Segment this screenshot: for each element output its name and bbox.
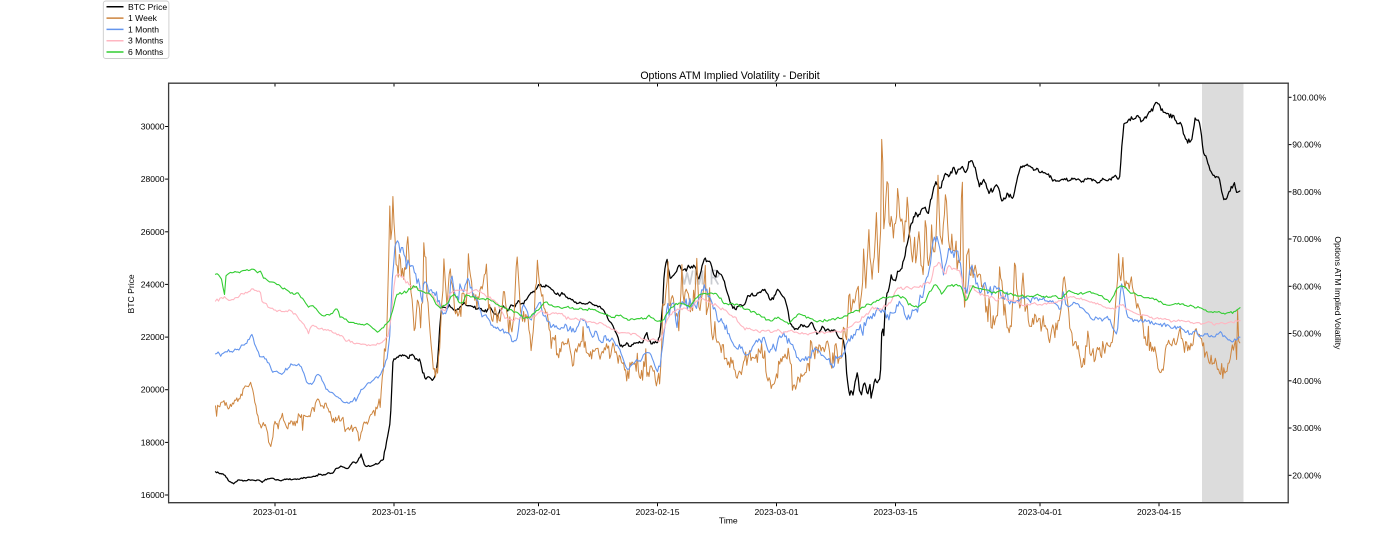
svg-text:24000: 24000 [141, 279, 165, 289]
svg-text:2023-02-01: 2023-02-01 [517, 507, 561, 517]
svg-text:2023-03-15: 2023-03-15 [874, 507, 918, 517]
svg-text:6 Months: 6 Months [128, 47, 163, 57]
svg-text:50.00%: 50.00% [1292, 329, 1322, 339]
svg-text:BTC Price: BTC Price [128, 2, 167, 12]
svg-text:1 Week: 1 Week [128, 13, 158, 23]
svg-text:2023-04-15: 2023-04-15 [1137, 507, 1181, 517]
svg-text:40.00%: 40.00% [1292, 376, 1322, 386]
svg-text:Options ATM Implied Volatility: Options ATM Implied Volatility - Deribit [640, 70, 819, 82]
svg-text:20000: 20000 [141, 385, 165, 395]
svg-text:Time: Time [719, 516, 738, 526]
svg-text:Options ATM Implied Volatility: Options ATM Implied Volatility [1333, 236, 1343, 350]
svg-text:1 Month: 1 Month [128, 24, 159, 34]
svg-text:100.00%: 100.00% [1292, 92, 1326, 102]
svg-text:90.00%: 90.00% [1292, 140, 1322, 150]
svg-text:2023-02-15: 2023-02-15 [636, 507, 680, 517]
svg-text:BTC Price: BTC Price [126, 274, 136, 313]
svg-text:30000: 30000 [141, 122, 165, 132]
svg-text:26000: 26000 [141, 227, 165, 237]
svg-text:30.00%: 30.00% [1292, 423, 1322, 433]
svg-text:20.00%: 20.00% [1292, 470, 1322, 480]
svg-text:2023-03-01: 2023-03-01 [755, 507, 799, 517]
svg-text:18000: 18000 [141, 437, 165, 447]
svg-text:70.00%: 70.00% [1292, 234, 1322, 244]
svg-text:2023-01-15: 2023-01-15 [372, 507, 416, 517]
svg-text:2023-04-01: 2023-04-01 [1018, 507, 1062, 517]
svg-text:28000: 28000 [141, 174, 165, 184]
svg-text:60.00%: 60.00% [1292, 281, 1322, 291]
svg-text:22000: 22000 [141, 332, 165, 342]
svg-text:16000: 16000 [141, 490, 165, 500]
svg-text:3 Months: 3 Months [128, 36, 163, 46]
svg-text:2023-01-01: 2023-01-01 [253, 507, 297, 517]
svg-text:80.00%: 80.00% [1292, 187, 1322, 197]
